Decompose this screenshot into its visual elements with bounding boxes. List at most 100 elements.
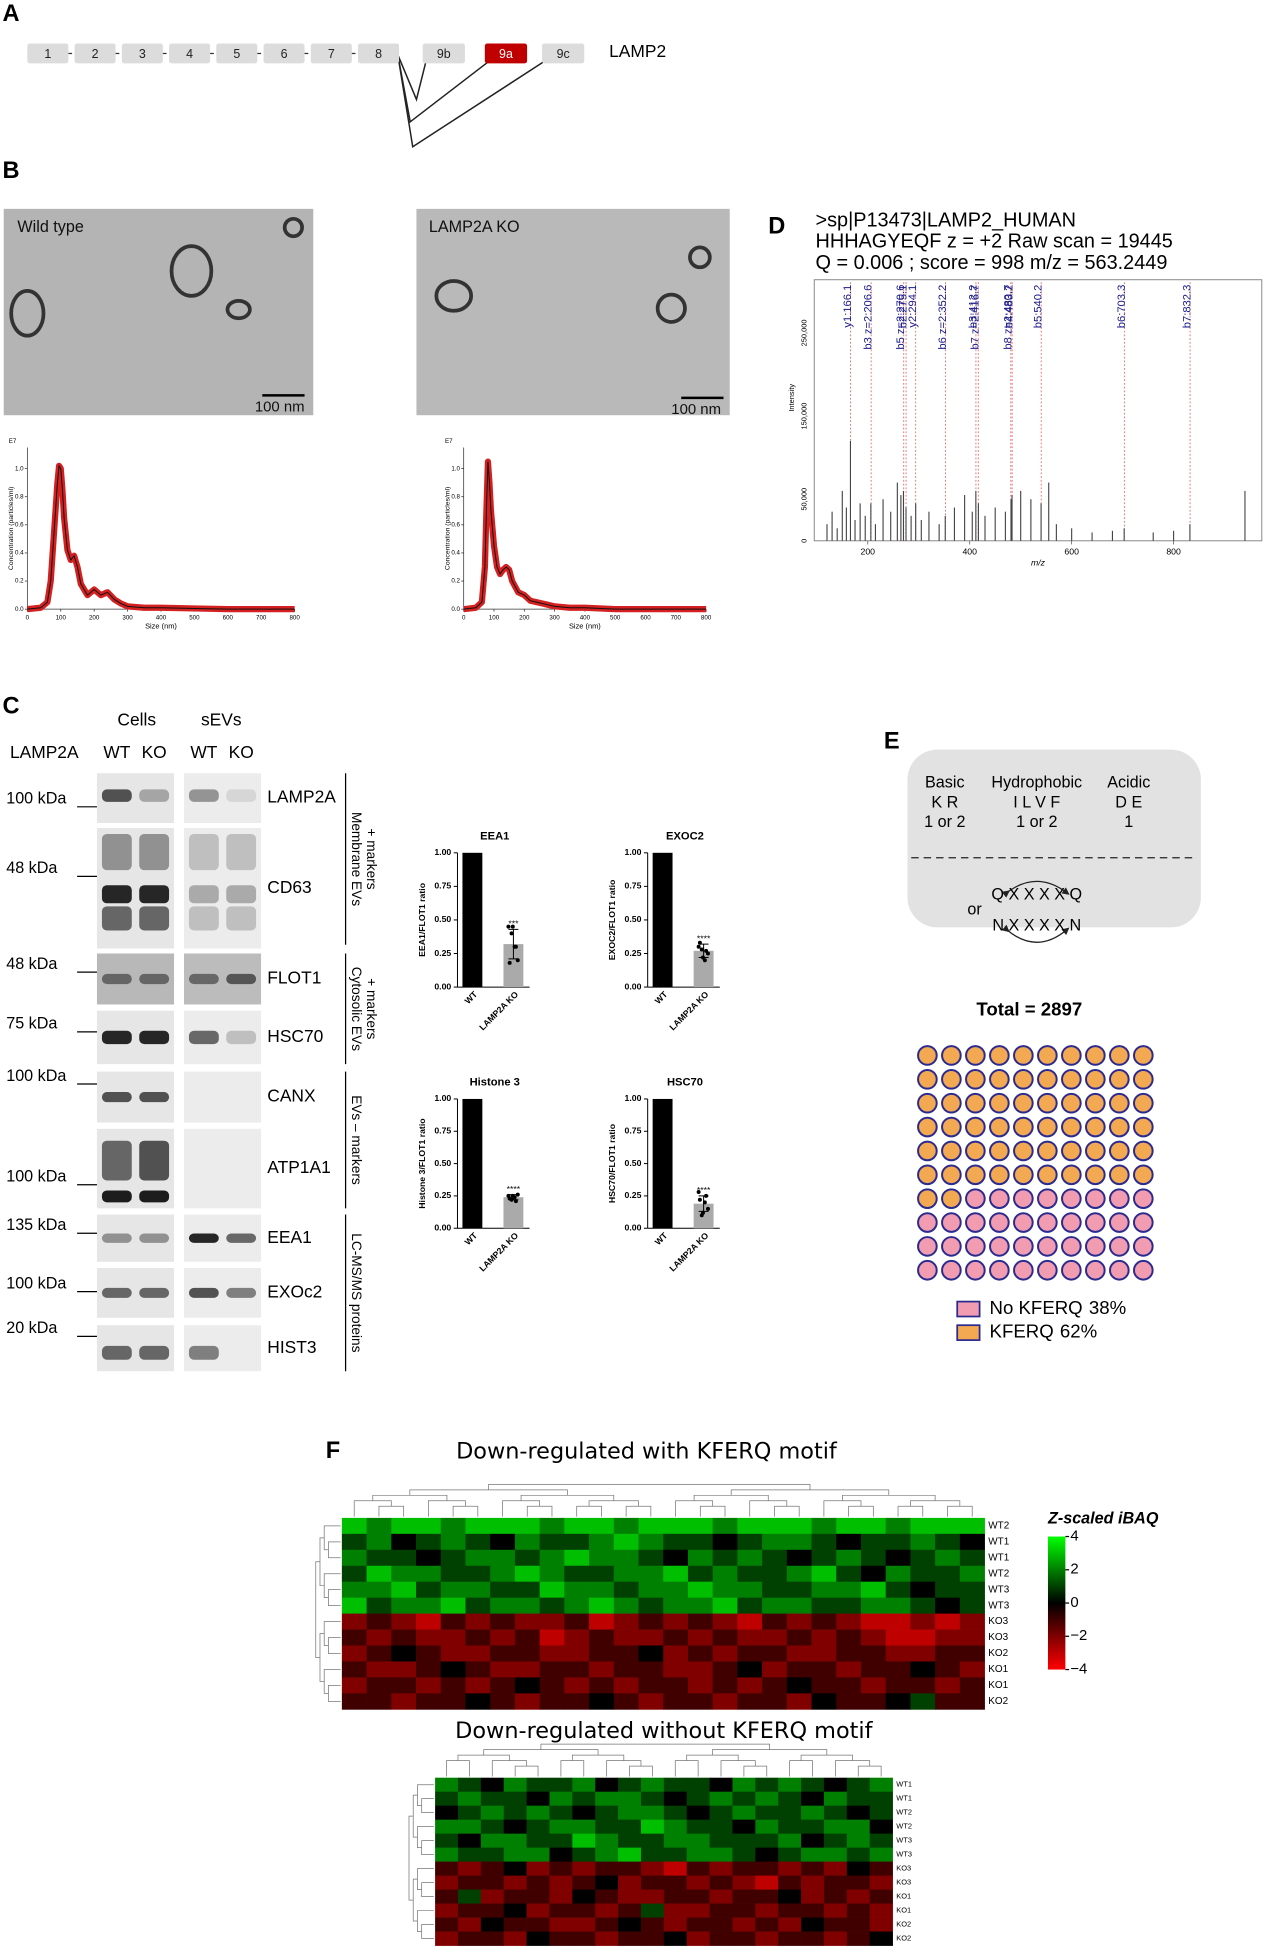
exon-label: 1: [44, 47, 51, 61]
band: [139, 1233, 170, 1243]
row-label: WT1: [896, 1780, 912, 1789]
heatmap-cell: [440, 1645, 466, 1662]
heatmap-cell: [503, 1875, 527, 1890]
heatmap-cell: [564, 1613, 590, 1630]
exon: [263, 43, 305, 64]
heatmap-cell: [539, 1613, 565, 1630]
heatmap-cell: [910, 1629, 936, 1646]
heatmap-cell: [613, 1677, 639, 1694]
heatmap-cell: [514, 1629, 540, 1646]
heatmap-cell: [480, 1847, 505, 1862]
waffle-dot: [917, 1116, 938, 1138]
heatmap-cell: [490, 1597, 516, 1614]
waffle-dot: [965, 1188, 986, 1209]
waffle-dot: [1061, 1259, 1082, 1281]
heatmap-cell: [503, 1819, 527, 1835]
y-tick-label: 0.75: [434, 881, 451, 891]
waffle-dot: [1109, 1164, 1130, 1186]
heatmap-cell: [564, 1565, 590, 1583]
x-tick-label: WT: [463, 989, 480, 1006]
dendrogram: [491, 1760, 527, 1777]
image-label: LAMP2A KO: [429, 218, 520, 236]
heatmap-cell: [490, 1565, 516, 1583]
waffle-dot: [1037, 1116, 1058, 1138]
heatmap-cell: [860, 1517, 887, 1535]
heatmap-cell: [935, 1581, 961, 1599]
heatmap-cell: [755, 1805, 779, 1821]
x-tick-label: 400: [580, 614, 591, 621]
heatmap-cell: [959, 1629, 985, 1646]
band: [139, 885, 170, 904]
heatmap-cell: [778, 1847, 802, 1862]
heatmap-cell: [638, 1517, 664, 1535]
y-tick-label: 0.00: [625, 1223, 642, 1233]
heatmap-cell: [457, 1889, 482, 1904]
bar: [652, 1098, 673, 1229]
heatmap-cell: [846, 1833, 871, 1849]
legend-swatch: [956, 1300, 981, 1318]
heatmap-cell: [572, 1931, 596, 1946]
y-axis-label: Intensity: [787, 384, 796, 412]
heatmap-cell: [709, 1875, 733, 1890]
heatmap-cell: [391, 1629, 417, 1646]
point: [513, 1199, 518, 1204]
heatmap-cell: [638, 1533, 664, 1551]
heatmap-cell: [595, 1861, 619, 1876]
heatmap-cell: [663, 1597, 689, 1614]
heatmap-cell: [737, 1517, 763, 1535]
exon-label: 9b: [437, 47, 451, 61]
heatmap-cell: [440, 1677, 466, 1694]
waffle-dot: [1061, 1092, 1082, 1114]
heatmap-cell: [732, 1847, 756, 1862]
heatmap-cell: [503, 1805, 527, 1821]
western-blots: [96, 773, 262, 1372]
heatmap-cell: [589, 1677, 615, 1694]
heatmap-cell: [755, 1889, 779, 1904]
point: [510, 924, 515, 929]
heatmap-cell: [503, 1791, 527, 1807]
heatmap-cell: [910, 1517, 936, 1535]
heatmap-cell: [778, 1777, 802, 1793]
heatmap-cell: [638, 1693, 664, 1710]
protein-label: ATP1A1: [267, 1157, 330, 1177]
heatmap-cell: [640, 1805, 665, 1821]
heatmap-cell: [416, 1693, 442, 1710]
colorbar-tick-label: 0: [1070, 1595, 1078, 1611]
heatmap-cell: [572, 1917, 596, 1932]
waffle-dot: [1109, 1188, 1130, 1209]
y-tick-label: 1.00: [434, 847, 451, 857]
waffle-dot: [917, 1236, 938, 1257]
heatmap-cell: [663, 1889, 688, 1904]
heatmap-cell: [860, 1565, 887, 1583]
heatmap-cell: [440, 1661, 466, 1678]
heatmap-cell: [959, 1693, 985, 1710]
heatmap-cell: [416, 1645, 442, 1662]
waffle-dot: [1013, 1140, 1034, 1162]
y-tick-label: 0.8: [451, 493, 460, 500]
heatmap-cell: [801, 1931, 825, 1946]
heatmap-cell: [595, 1931, 619, 1946]
heatmap-cell: [762, 1613, 788, 1630]
heatmap-cell: [391, 1693, 417, 1710]
dendrogram: [514, 1765, 539, 1777]
heatmap-cell: [712, 1581, 738, 1599]
heatmap-cell: [959, 1613, 985, 1630]
motif-text: Acidic: [1107, 773, 1150, 791]
heatmap-cell: [836, 1597, 862, 1614]
y-axis-label: Concentration (particles/ml): [8, 487, 15, 570]
heatmap-cell: [595, 1847, 619, 1862]
waffle-dot: [941, 1188, 962, 1209]
dendrogram: [323, 1621, 341, 1646]
waffle-dot: [989, 1188, 1010, 1209]
heatmap-cell: [959, 1549, 985, 1567]
waffle-dot: [1037, 1068, 1058, 1090]
band: [139, 1030, 170, 1045]
waffle-dot: [1037, 1164, 1058, 1186]
heatmap-cell: [786, 1677, 812, 1694]
dendrogram: [520, 1494, 615, 1501]
dendrogram: [409, 1489, 568, 1496]
heatmap-cell: [869, 1819, 893, 1835]
row-label: KO2: [988, 1696, 1008, 1707]
heatmap-cell: [732, 1861, 756, 1876]
panel-label: E: [884, 728, 900, 754]
